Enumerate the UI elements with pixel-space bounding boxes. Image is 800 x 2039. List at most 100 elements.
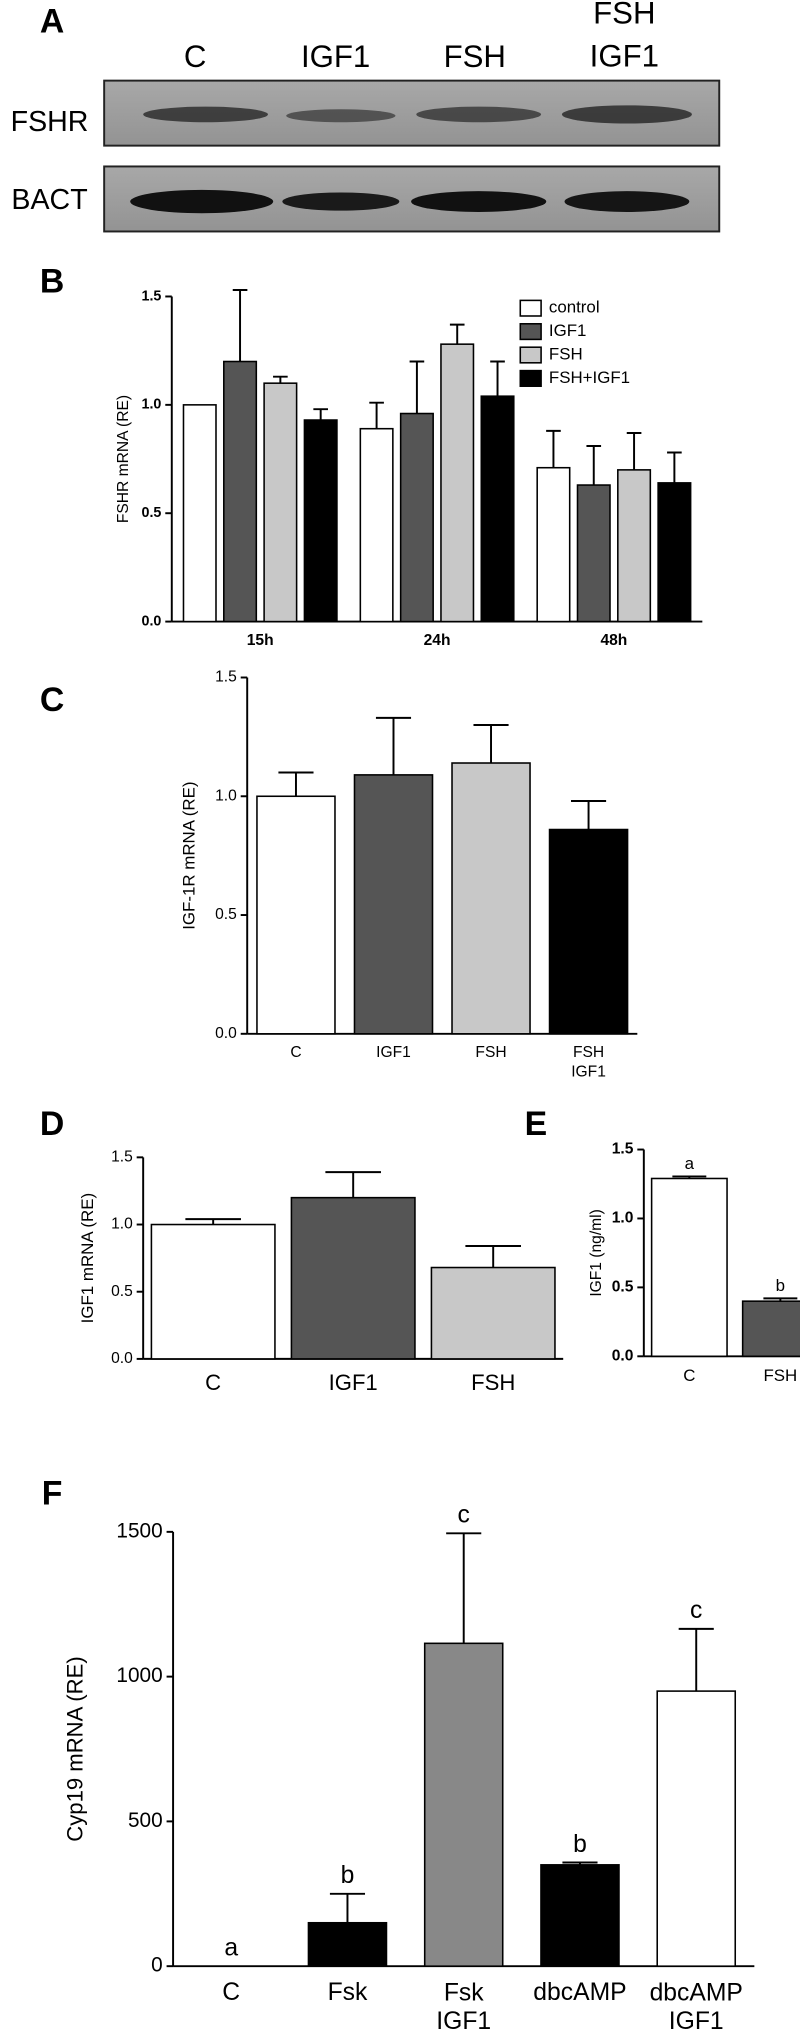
y-axis-label: IGF-1R mRNA (RE) bbox=[179, 782, 198, 930]
bar bbox=[657, 482, 692, 623]
y-tick-label: 1.5 bbox=[215, 669, 237, 686]
error-bar bbox=[562, 1861, 598, 1865]
bar bbox=[536, 466, 571, 623]
panel-letter: A bbox=[40, 2, 64, 40]
y-tick-label: 500 bbox=[128, 1809, 163, 1832]
bar bbox=[223, 360, 258, 623]
x-tick-label: C bbox=[290, 1044, 301, 1061]
bar bbox=[540, 1864, 620, 1967]
panel-letter: B bbox=[40, 262, 64, 300]
bar bbox=[182, 404, 217, 623]
annotation: c bbox=[458, 1502, 470, 1529]
chart-panel: C 0.0 0.5 1.0 1.5 IGF-1R mRNA (RE) C IGF1 FSH FSH… bbox=[40, 669, 638, 1081]
y-tick-label: 0.0 bbox=[111, 1350, 133, 1367]
annotation: a bbox=[224, 1934, 238, 1961]
x-tick-label: dbcAMP IGF1 bbox=[650, 1979, 743, 2035]
bar bbox=[451, 762, 531, 1035]
error-bar bbox=[667, 451, 682, 483]
y-tick-label: 1.0 bbox=[111, 1216, 133, 1233]
annotation: b bbox=[776, 1276, 785, 1295]
y-tick-label: 0 bbox=[151, 1954, 163, 1977]
y-tick-label: 1.0 bbox=[142, 397, 162, 413]
y-tick-label: 1.0 bbox=[215, 787, 237, 804]
error-bar bbox=[763, 1297, 798, 1302]
error-bar bbox=[473, 724, 509, 764]
y-tick-label: 1.0 bbox=[612, 1210, 634, 1227]
error-bar bbox=[446, 1532, 482, 1644]
y-axis-label: IGF1 mRNA (RE) bbox=[78, 1193, 97, 1323]
y-tick-label: 0.0 bbox=[215, 1025, 237, 1042]
bar bbox=[741, 1300, 800, 1358]
y-tick-label: 0.5 bbox=[111, 1283, 133, 1300]
annotation: b bbox=[573, 1831, 587, 1858]
bar bbox=[440, 343, 475, 623]
legend-label: FSH+IGF1 bbox=[549, 368, 630, 387]
y-tick-label: 0.0 bbox=[612, 1347, 634, 1364]
x-tick-label: Fsk bbox=[328, 1979, 368, 2006]
band bbox=[282, 192, 400, 211]
bar bbox=[650, 1177, 728, 1358]
x-tick-label: IGF1 bbox=[329, 1370, 378, 1395]
y-tick-label: 1.5 bbox=[142, 288, 162, 304]
lane-label: C bbox=[184, 39, 207, 74]
band bbox=[286, 109, 396, 123]
error-bar bbox=[678, 1627, 714, 1692]
bar bbox=[359, 427, 394, 623]
bar bbox=[576, 484, 611, 623]
error-bar bbox=[546, 429, 561, 468]
error-bar bbox=[369, 401, 384, 429]
error-bar bbox=[409, 360, 425, 414]
x-tick-label: Fsk IGF1 bbox=[436, 1979, 491, 2035]
annotation: a bbox=[685, 1154, 695, 1173]
error-bar bbox=[449, 323, 465, 345]
error-bar bbox=[325, 1171, 381, 1198]
chart-panel: B 0.0 0.5 1.0 1.5 FSHR mRNA (RE) 15h 24h 48h cont… bbox=[40, 262, 703, 649]
y-tick-label: 0.0 bbox=[142, 613, 162, 629]
band bbox=[143, 106, 269, 123]
error-bar bbox=[329, 1892, 366, 1923]
x-tick-label: FSH bbox=[475, 1044, 506, 1061]
error-bar bbox=[185, 1218, 241, 1225]
error-bar bbox=[672, 1175, 707, 1179]
bar bbox=[353, 774, 434, 1035]
x-tick-label: FSH bbox=[471, 1370, 515, 1395]
x-tick-label: C bbox=[222, 1979, 240, 2006]
y-tick-label: 0.5 bbox=[612, 1279, 634, 1296]
error-bar bbox=[273, 375, 288, 384]
bar bbox=[399, 412, 434, 623]
y-axis-label: Cyp19 mRNA (RE) bbox=[63, 1656, 88, 1841]
error-bar bbox=[313, 408, 328, 421]
legend-swatch bbox=[519, 346, 542, 364]
x-tick-label: 24h bbox=[424, 632, 451, 649]
bar bbox=[290, 1196, 416, 1360]
error-bar bbox=[232, 289, 248, 362]
band bbox=[411, 191, 547, 212]
lane-label: FSH bbox=[444, 39, 506, 74]
panel-letter: C bbox=[40, 681, 64, 719]
x-tick-label: FSH bbox=[763, 1366, 797, 1385]
error-bar bbox=[586, 445, 602, 486]
error-bar bbox=[626, 432, 642, 470]
bar bbox=[423, 1642, 504, 1967]
error-bar bbox=[375, 716, 412, 775]
legend-label: FSH bbox=[549, 344, 583, 363]
chart-panel: E 0.0 0.5 1.0 1.5 IGF1 (ng/ml) C FSH a b bbox=[525, 1105, 800, 1385]
chart-panel: D 0.0 0.5 1.0 1.5 IGF1 mRNA (RE) C IGF1 FSH bbox=[40, 1105, 564, 1395]
band bbox=[561, 105, 692, 124]
bar bbox=[656, 1690, 737, 1967]
panel-letter: D bbox=[40, 1105, 64, 1143]
legend-label: control bbox=[549, 298, 600, 317]
legend-swatch bbox=[519, 299, 542, 317]
y-tick-label: 1000 bbox=[116, 1664, 162, 1687]
band bbox=[564, 191, 690, 212]
legend-swatch bbox=[519, 323, 542, 341]
bar bbox=[548, 828, 629, 1035]
annotation: b bbox=[341, 1862, 355, 1889]
row-label: FSHR bbox=[11, 106, 89, 138]
x-tick-label: 15h bbox=[247, 632, 274, 649]
y-tick-label: 1.5 bbox=[111, 1148, 133, 1165]
legend-swatch bbox=[519, 369, 542, 387]
x-tick-label: dbcAMP bbox=[533, 1979, 626, 2006]
